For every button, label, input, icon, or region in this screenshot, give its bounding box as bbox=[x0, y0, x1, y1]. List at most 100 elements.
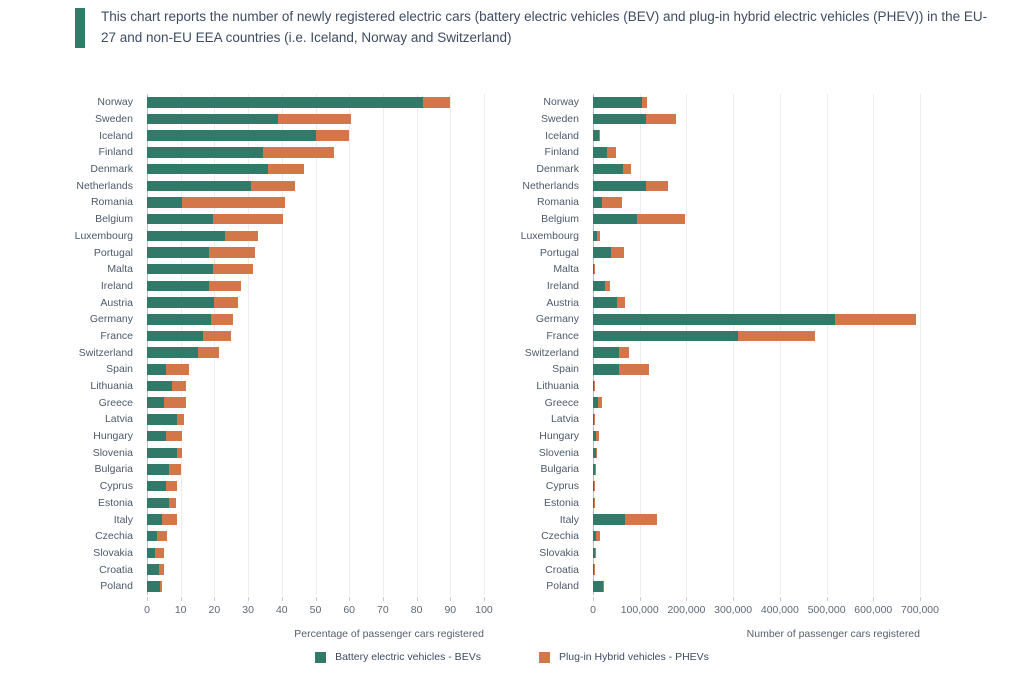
bev-bar-segment[interactable] bbox=[593, 230, 598, 242]
bev-bar-segment[interactable] bbox=[147, 380, 173, 392]
phev-bar-segment[interactable] bbox=[636, 213, 685, 225]
phev-bar-segment[interactable] bbox=[594, 547, 597, 559]
phev-bar-segment[interactable] bbox=[596, 430, 600, 442]
phev-bar-segment[interactable] bbox=[177, 447, 183, 459]
phev-bar-segment[interactable] bbox=[278, 113, 351, 125]
bev-bar-segment[interactable] bbox=[147, 314, 212, 325]
bev-bar-segment[interactable] bbox=[147, 581, 161, 592]
phev-bar-segment[interactable] bbox=[835, 314, 916, 325]
bev-bar-segment[interactable] bbox=[593, 464, 595, 475]
bev-bar-segment[interactable] bbox=[593, 147, 607, 158]
phev-bar-segment[interactable] bbox=[619, 364, 650, 375]
bev-bar-segment[interactable] bbox=[147, 230, 225, 242]
phev-bar-segment[interactable] bbox=[610, 247, 624, 258]
phev-bar-segment[interactable] bbox=[596, 447, 597, 459]
phev-bar-segment[interactable] bbox=[165, 430, 183, 442]
bev-bar-segment[interactable] bbox=[593, 447, 597, 459]
phev-bar-segment[interactable] bbox=[263, 147, 335, 158]
phev-bar-segment[interactable] bbox=[202, 330, 232, 342]
phev-bar-segment[interactable] bbox=[209, 280, 242, 292]
bev-bar-segment[interactable] bbox=[147, 530, 158, 542]
bev-bar-segment[interactable] bbox=[593, 213, 637, 225]
bev-bar-segment[interactable] bbox=[147, 347, 198, 358]
bev-bar-segment[interactable] bbox=[593, 247, 611, 258]
bev-bar-segment[interactable] bbox=[593, 163, 623, 175]
bev-bar-segment[interactable] bbox=[593, 480, 594, 492]
bev-bar-segment[interactable] bbox=[147, 180, 252, 192]
phev-bar-segment[interactable] bbox=[596, 530, 600, 542]
phev-bar-segment[interactable] bbox=[155, 547, 164, 559]
phev-bar-segment[interactable] bbox=[315, 130, 350, 141]
phev-bar-segment[interactable] bbox=[251, 180, 296, 192]
phev-bar-segment[interactable] bbox=[224, 230, 259, 242]
phev-bar-segment[interactable] bbox=[423, 97, 451, 108]
bev-bar-segment[interactable] bbox=[593, 130, 599, 141]
phev-bar-segment[interactable] bbox=[211, 314, 233, 325]
phev-bar-segment[interactable] bbox=[168, 497, 176, 509]
bev-bar-segment[interactable] bbox=[593, 113, 646, 125]
bev-bar-segment[interactable] bbox=[147, 564, 159, 575]
bev-bar-segment[interactable] bbox=[147, 514, 163, 525]
phev-bar-segment[interactable] bbox=[594, 464, 596, 475]
phev-bar-segment[interactable] bbox=[197, 347, 220, 358]
bev-bar-segment[interactable] bbox=[147, 480, 166, 492]
phev-bar-segment[interactable] bbox=[594, 380, 595, 392]
phev-bar-segment[interactable] bbox=[593, 263, 595, 275]
bev-bar-segment[interactable] bbox=[593, 530, 597, 542]
bev-bar-segment[interactable] bbox=[593, 263, 594, 275]
phev-bar-segment[interactable] bbox=[268, 163, 304, 175]
phev-bar-segment[interactable] bbox=[212, 263, 254, 275]
phev-bar-segment[interactable] bbox=[212, 213, 284, 225]
phev-bar-segment[interactable] bbox=[157, 530, 168, 542]
phev-bar-segment[interactable] bbox=[160, 581, 163, 592]
bev-bar-segment[interactable] bbox=[593, 547, 595, 559]
bev-bar-segment[interactable] bbox=[593, 497, 595, 509]
bev-bar-segment[interactable] bbox=[147, 163, 269, 175]
bev-bar-segment[interactable] bbox=[147, 364, 166, 375]
bev-bar-segment[interactable] bbox=[147, 430, 166, 442]
phev-bar-segment[interactable] bbox=[209, 247, 255, 258]
phev-bar-segment[interactable] bbox=[214, 297, 238, 308]
bev-bar-segment[interactable] bbox=[593, 430, 597, 442]
phev-bar-segment[interactable] bbox=[597, 397, 602, 408]
bev-bar-segment[interactable] bbox=[147, 497, 169, 509]
phev-bar-segment[interactable] bbox=[624, 514, 657, 525]
bev-bar-segment[interactable] bbox=[147, 147, 264, 158]
bev-bar-segment[interactable] bbox=[147, 197, 183, 208]
bev-bar-segment[interactable] bbox=[147, 280, 210, 292]
bev-bar-segment[interactable] bbox=[593, 197, 602, 208]
bev-bar-segment[interactable] bbox=[593, 314, 836, 325]
bev-bar-segment[interactable] bbox=[147, 330, 203, 342]
bev-bar-segment[interactable] bbox=[147, 263, 213, 275]
bev-bar-segment[interactable] bbox=[147, 547, 156, 559]
bev-bar-segment[interactable] bbox=[593, 514, 625, 525]
phev-bar-segment[interactable] bbox=[602, 581, 604, 592]
phev-bar-segment[interactable] bbox=[607, 147, 617, 158]
bev-bar-segment[interactable] bbox=[593, 180, 646, 192]
bev-bar-segment[interactable] bbox=[593, 380, 595, 392]
bev-bar-segment[interactable] bbox=[593, 364, 620, 375]
phev-bar-segment[interactable] bbox=[182, 197, 286, 208]
phev-bar-segment[interactable] bbox=[738, 330, 816, 342]
phev-bar-segment[interactable] bbox=[597, 230, 600, 242]
bev-bar-segment[interactable] bbox=[593, 297, 617, 308]
bev-bar-segment[interactable] bbox=[147, 130, 316, 141]
bev-bar-segment[interactable] bbox=[147, 447, 178, 459]
phev-bar-segment[interactable] bbox=[642, 97, 647, 108]
bev-bar-segment[interactable] bbox=[147, 397, 164, 408]
bev-bar-segment[interactable] bbox=[147, 213, 213, 225]
bev-bar-segment[interactable] bbox=[147, 113, 279, 125]
phev-bar-segment[interactable] bbox=[163, 397, 186, 408]
bev-bar-segment[interactable] bbox=[147, 247, 210, 258]
bev-bar-segment[interactable] bbox=[593, 280, 605, 292]
phev-bar-segment[interactable] bbox=[616, 297, 625, 308]
bev-bar-segment[interactable] bbox=[593, 581, 603, 592]
bev-bar-segment[interactable] bbox=[593, 564, 595, 575]
phev-bar-segment[interactable] bbox=[645, 180, 668, 192]
bev-bar-segment[interactable] bbox=[147, 464, 169, 475]
phev-bar-segment[interactable] bbox=[158, 564, 164, 575]
phev-bar-segment[interactable] bbox=[594, 564, 596, 575]
bev-bar-segment[interactable] bbox=[593, 397, 598, 408]
phev-bar-segment[interactable] bbox=[177, 414, 185, 425]
bev-bar-segment[interactable] bbox=[593, 347, 619, 358]
